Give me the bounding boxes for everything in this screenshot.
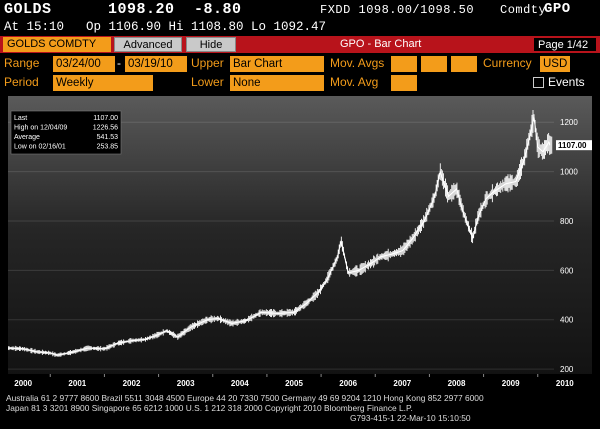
lower-mov-avg-input[interactable] (391, 75, 417, 91)
footer-contacts-2: Japan 81 3 3201 8900 Singapore 65 6212 1… (6, 403, 413, 413)
legend-value: 1107.00 (93, 115, 118, 122)
y-axis: 200 400 600 800 1000 1200 (560, 118, 578, 374)
x-tick-label: 2010 (556, 379, 574, 388)
range-label: Range (4, 56, 40, 70)
function-title: GPO - Bar Chart (340, 38, 422, 50)
price-change: -8.80 (194, 1, 242, 18)
advanced-button[interactable]: Advanced (114, 37, 182, 52)
period-controls: Period Weekly Lower None Mov. Avg Events (0, 74, 600, 92)
bid-ask-quote: FXDD 1098.00/1098.50 (320, 3, 475, 17)
mov-avg-label: Mov. Avg (330, 75, 379, 89)
y-tick-label: 200 (560, 365, 574, 374)
period-label: Period (4, 75, 39, 89)
footer-timestamp: G793-415-1 22-Mar-10 15:10:50 (350, 413, 471, 423)
y-tick-label: 1000 (560, 168, 578, 177)
security-field[interactable]: GOLDS COMDTY (3, 37, 111, 52)
quote-time: At 15:10 (4, 20, 65, 34)
period-select[interactable]: Weekly (53, 75, 153, 91)
x-axis-band (8, 374, 592, 392)
x-tick-label: 2009 (502, 379, 520, 388)
y-tick-label: 400 (560, 316, 574, 325)
y-tick-label: 600 (560, 266, 574, 275)
range-start-input[interactable]: 03/24/00 (53, 56, 115, 72)
events-checkbox[interactable] (533, 77, 544, 88)
open-high-low: Op 1106.90 Hi 1108.80 Lo 1092.47 (86, 20, 327, 34)
upper-study-select[interactable]: Bar Chart (230, 56, 324, 72)
x-tick-label: 2001 (68, 379, 86, 388)
page-indicator[interactable]: Page 1/42 (533, 37, 597, 52)
hide-button[interactable]: Hide (186, 37, 236, 52)
mov-avg-1-input[interactable] (391, 56, 417, 72)
x-tick-label: 2000 (14, 379, 32, 388)
price-series (8, 109, 553, 357)
x-tick-label: 2003 (177, 379, 195, 388)
currency-label: Currency (483, 56, 532, 70)
legend-label: Low on 02/16/01 (14, 144, 66, 151)
x-axis: 2000 2001 2002 2003 2004 2005 2006 2007 2008 2009… (8, 374, 592, 392)
mov-avgs-label: Mov. Avgs (330, 56, 385, 70)
legend-label: Average (14, 134, 40, 141)
events-label: Events (548, 75, 585, 89)
lower-label: Lower (191, 75, 224, 89)
legend-value: 1226.56 (93, 125, 118, 132)
x-tick-label: 2004 (231, 379, 249, 388)
range-separator: - (117, 56, 121, 70)
range-end-input[interactable]: 03/19/10 (125, 56, 187, 72)
last-price-label: 1107.00 (558, 141, 587, 150)
footer-contacts-1: Australia 61 2 9777 8600 Brazil 5511 304… (6, 393, 484, 403)
mov-avg-2-input[interactable] (421, 56, 447, 72)
ticker: GOLDS (4, 1, 52, 18)
x-tick-label: 2008 (448, 379, 466, 388)
quote-header: GOLDS 1098.20 -8.80 FXDD 1098.00/1098.50… (0, 0, 600, 20)
x-tick-label: 2002 (123, 379, 141, 388)
legend-label: Last (14, 115, 27, 122)
legend-box (10, 110, 122, 155)
currency-select[interactable]: USD (540, 56, 570, 72)
range-controls: Range 03/24/00 - 03/19/10 Upper Bar Char… (0, 55, 600, 73)
y-tick-label: 800 (560, 217, 574, 226)
chart-grid (8, 121, 554, 370)
footer: Australia 61 2 9777 8600 Brazil 5511 304… (0, 392, 600, 429)
legend-label: High on 12/04/09 (14, 125, 67, 132)
upper-label: Upper (191, 56, 224, 70)
legend-value: 541.53 (97, 134, 119, 141)
lower-study-select[interactable]: None (230, 75, 324, 91)
mov-avg-3-input[interactable] (451, 56, 477, 72)
function-code: GPO (544, 1, 571, 17)
x-tick-label: 2007 (393, 379, 411, 388)
last-price-marker: 1107.00 (556, 140, 592, 151)
x-tick-label: 2005 (285, 379, 303, 388)
function-toolbar: GOLDS COMDTY Advanced Hide GPO - Bar Cha… (0, 36, 600, 53)
x-tick-label: 2006 (339, 379, 357, 388)
legend-value: 253.85 (97, 144, 119, 151)
quote-subheader: At 15:10 Op 1106.90 Hi 1108.80 Lo 1092.4… (0, 20, 600, 35)
y-tick-label: 1200 (560, 118, 578, 127)
brand-prefix: Comdty (500, 3, 547, 17)
last-price: 1098.20 (108, 1, 175, 18)
stats-legend: Last 1107.00 High on 12/04/09 1226.56 Averag… (10, 110, 122, 155)
last-price-box (556, 140, 592, 151)
